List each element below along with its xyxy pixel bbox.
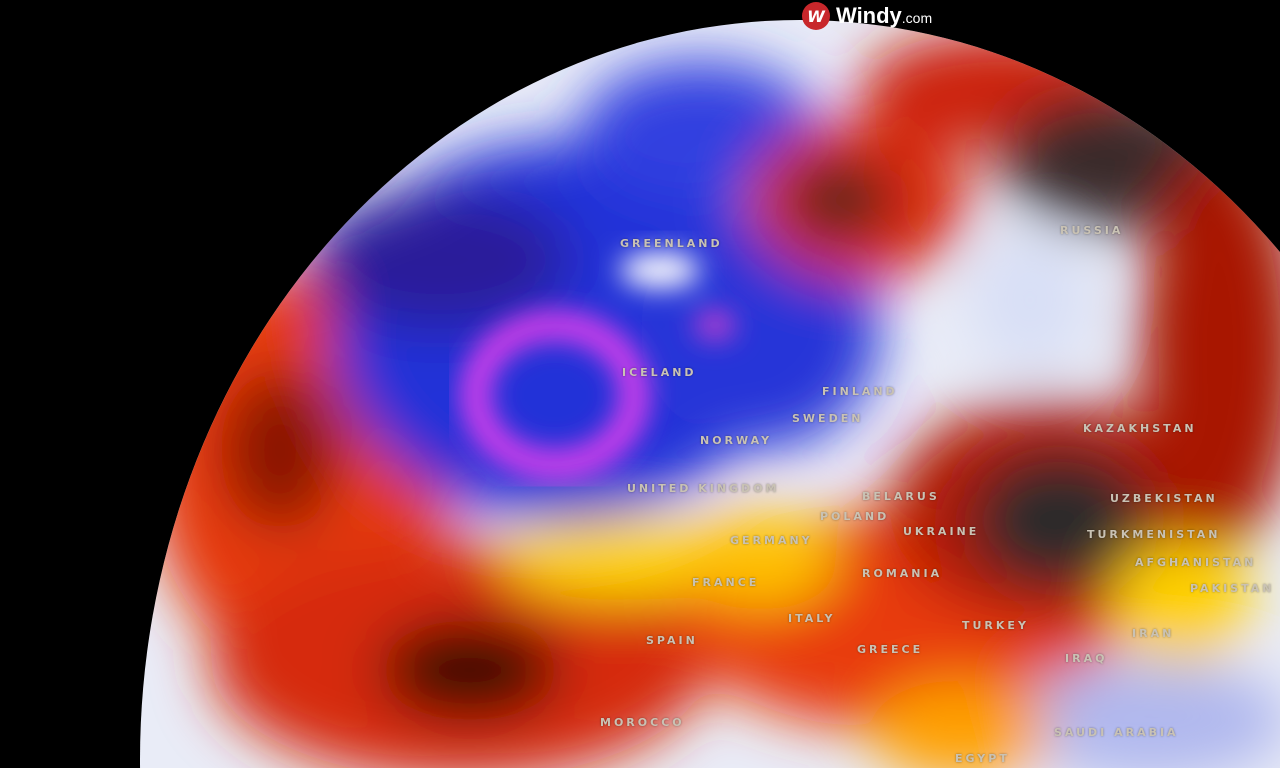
label-iraq: IRAQ <box>1065 652 1108 665</box>
label-greenland: GREENLAND <box>620 237 723 250</box>
label-iceland: ICELAND <box>622 366 697 379</box>
label-russia: RUSSIA <box>1060 224 1124 237</box>
label-belarus: BELARUS <box>862 490 940 503</box>
label-romania: ROMANIA <box>862 567 943 580</box>
windy-logo[interactable]: W Windy.com <box>802 2 932 30</box>
label-france: FRANCE <box>692 576 760 589</box>
label-spain: SPAIN <box>646 634 698 647</box>
label-saudi-arabia: SAUDI ARABIA <box>1054 726 1179 739</box>
label-norway: NORWAY <box>700 434 773 447</box>
label-finland: FINLAND <box>822 385 898 398</box>
label-united-kingdom: UNITED KINGDOM <box>627 482 780 495</box>
label-afghanistan: AFGHANISTAN <box>1135 556 1257 569</box>
label-egypt: EGYPT <box>955 752 1010 765</box>
label-sweden: SWEDEN <box>792 412 864 425</box>
label-uzbekistan: UZBEKISTAN <box>1110 492 1218 505</box>
brand-name: Windy <box>836 3 902 28</box>
label-poland: POLAND <box>820 510 890 523</box>
label-greece: GREECE <box>857 643 924 656</box>
label-italy: ITALY <box>788 612 836 625</box>
label-turkmenistan: TURKMENISTAN <box>1087 528 1221 541</box>
windy-logo-icon: W <box>802 2 830 30</box>
label-ukraine: UKRAINE <box>903 525 980 538</box>
windy-brand: Windy.com <box>836 3 932 29</box>
brand-suffix: .com <box>901 10 933 26</box>
label-pakistan: PAKISTAN <box>1190 582 1275 595</box>
label-kazakhstan: KAZAKHSTAN <box>1083 422 1197 435</box>
label-morocco: MOROCCO <box>600 716 685 729</box>
label-iran: IRAN <box>1132 627 1175 640</box>
label-turkey: TURKEY <box>962 619 1029 632</box>
label-germany: GERMANY <box>730 534 813 547</box>
